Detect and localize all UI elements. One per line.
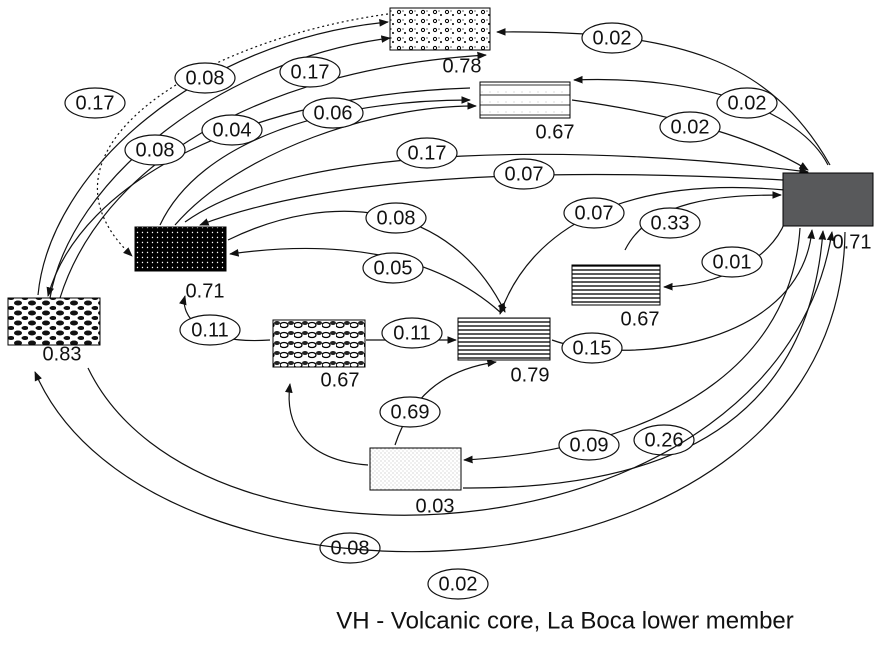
edge-label: 0.02	[439, 573, 478, 595]
node-label: 0.83	[43, 343, 82, 365]
edge-label: 0.09	[570, 434, 609, 456]
facies-box	[480, 82, 570, 118]
edge-label: 0.08	[186, 67, 225, 89]
node-label: 0.67	[621, 308, 660, 330]
node-label: 0.79	[511, 364, 550, 386]
facies-box	[370, 448, 461, 490]
edge-label: 0.08	[136, 139, 175, 161]
edge-label: 0.05	[374, 257, 413, 279]
edge-label: 0.01	[713, 251, 752, 273]
edge-label: 0.17	[76, 92, 115, 114]
edge-label: 0.69	[391, 401, 430, 423]
facies-box	[572, 265, 660, 305]
edge-label: 0.33	[651, 212, 690, 234]
edge	[289, 384, 368, 465]
node-label: 0.67	[321, 369, 360, 391]
edge-label: 0.07	[505, 163, 544, 185]
edge-label: 0.11	[191, 319, 228, 341]
caption: VH - Volcanic core, La Boca lower member	[336, 607, 794, 634]
node-label: 0.78	[443, 55, 482, 77]
edge-label: 0.04	[213, 119, 252, 141]
node-label: 0.03	[416, 495, 455, 517]
facies-box	[783, 173, 873, 226]
node-label: 0.71	[833, 231, 872, 253]
edge-label: 0.06	[314, 102, 353, 124]
edge	[60, 55, 486, 298]
edge-label: 0.15	[573, 337, 612, 359]
edge-label: 0.11	[393, 322, 430, 344]
node-label: 0.67	[536, 121, 575, 143]
facies-box	[135, 227, 226, 271]
edge-label: 0.17	[408, 142, 447, 164]
diagram: 0.02 0.02 0.02 0.17 0.07 0.17 0.08 0.17 0.08 0.04…	[0, 0, 883, 648]
facies-box	[458, 318, 550, 360]
edge-label: 0.02	[593, 27, 632, 49]
facies-box	[273, 320, 365, 367]
facies-box	[8, 298, 100, 345]
node-label: 0.71	[186, 280, 225, 302]
edge	[230, 248, 500, 312]
edge-label: 0.02	[728, 92, 767, 114]
edge-label: 0.07	[575, 202, 614, 224]
edge-label: 0.17	[291, 61, 330, 83]
edge-label: 0.26	[645, 429, 684, 451]
facies-box	[390, 8, 490, 50]
edge-label: 0.02	[671, 116, 710, 138]
edge-label: 0.08	[377, 207, 416, 229]
